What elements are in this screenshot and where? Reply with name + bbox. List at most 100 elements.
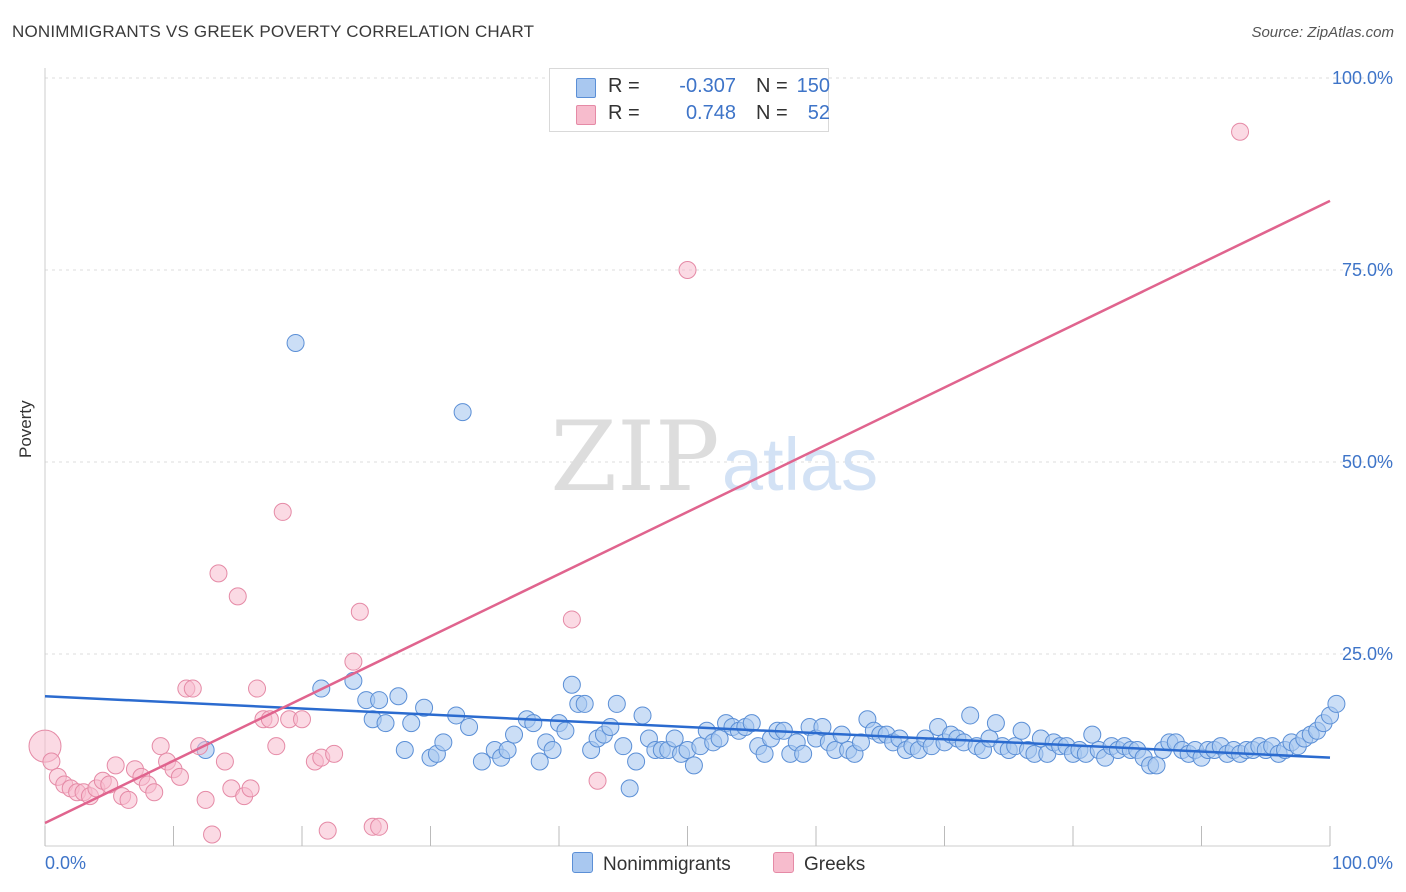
stats-legend: R = -0.307 N = 150 R = 0.748 N = 52 [549,68,830,132]
nonimmigrants-trend-line [44,694,1331,759]
greeks-swatch [576,105,596,125]
nonimmigrants-point [1327,694,1346,713]
nonimmigrants-swatch [576,78,596,98]
greeks-point [248,679,267,698]
r-label: R = [608,75,640,97]
greeks-point [203,825,222,844]
n-value: 52 [807,102,830,124]
nonimmigrants-point [376,714,395,733]
nonimmigrants-point [460,717,479,736]
r-label: R = [608,102,640,124]
bottom-legend-nonimmigrants: Nonimmigrants [572,852,731,876]
nonimmigrants-point [665,729,684,748]
greeks-point [678,261,697,279]
nonimmigrants-points [196,333,1346,798]
greeks-point [183,679,202,698]
n-value: 150 [796,75,830,97]
nonimmigrants-point [562,675,581,694]
nonimmigrants-point [986,714,1005,733]
greeks-point [350,602,369,621]
greeks-legend-swatch [773,852,794,873]
nonimmigrants-legend-swatch [572,852,593,873]
n-label: N = [756,75,788,97]
y-axis-label: Poverty [16,400,35,458]
nonimmigrants-point [1147,756,1166,775]
greeks-point [325,744,344,763]
nonimmigrants-point [755,744,774,763]
nonimmigrants-point [575,694,594,713]
nonimmigrants-point [434,733,453,752]
r-value: -0.307 [679,75,736,97]
nonimmigrants-point [1012,721,1031,740]
greeks-point [293,710,311,729]
nonimmigrants-point [620,779,639,798]
nonimmigrants-point [453,403,472,422]
nonimmigrants-point [389,687,408,706]
nonimmigrants-point [794,744,813,763]
greeks-point [241,779,260,798]
greeks-point [170,767,189,786]
x-tick-label: 100.0% [1332,853,1393,873]
nonimmigrants-point [402,714,421,733]
nonimmigrants-point [961,706,980,725]
source-credit: Source: ZipAtlas.com [1251,24,1394,41]
nonimmigrants-point [530,752,549,771]
grid-lines [45,77,1393,655]
greeks-point [228,587,247,606]
nonimmigrants-point [601,717,620,736]
greeks-point [145,783,164,802]
greeks-point [151,737,170,756]
y-tick-label: 100.0% [1332,68,1393,88]
greeks-point [1231,122,1250,141]
nonimmigrants-point [395,741,414,759]
greeks-point [273,502,292,521]
nonimmigrants-point [607,694,626,713]
nonimmigrants-point [524,714,543,733]
greeks-point [119,790,138,809]
greeks-point [588,771,607,790]
nonimmigrants-point [370,691,389,710]
nonimmigrants-point [1083,725,1102,744]
greeks-legend-label: Greeks [804,854,866,875]
nonimmigrants-point [556,721,575,740]
y-tick-label: 50.0% [1342,452,1393,472]
nonimmigrants-point [633,706,652,725]
greeks-point [209,564,228,583]
nonimmigrants-point [498,741,517,759]
greeks-point [344,652,363,671]
n-label: N = [756,102,788,124]
trend-lines [44,199,1331,825]
greeks-point [42,752,61,771]
nonimmigrants-point [742,714,761,733]
watermark: ZIP atlas [550,401,878,513]
nonimmigrants-point [505,725,524,744]
y-tick-label: 25.0% [1342,644,1393,664]
watermark-atlas: atlas [722,423,878,506]
nonimmigrants-point [851,733,870,752]
tick-labels: 25.0% 50.0% 75.0% 100.0% 0.0% 100.0% [45,68,1393,873]
x-tick-label: 0.0% [45,853,86,873]
nonimmigrants-point [813,717,832,736]
greeks-point [318,821,337,840]
nonimmigrants-point [614,737,633,756]
chart-title: NONIMMIGRANTS VS GREEK POVERTY CORRELATI… [12,22,535,41]
greeks-points [28,122,1250,844]
watermark-zip: ZIP [550,401,719,513]
r-value: 0.748 [685,102,736,124]
axes [44,68,1331,847]
nonimmigrants-point [543,741,562,759]
bottom-legend-greeks: Greeks [773,852,865,876]
nonimmigrants-point [710,729,729,748]
nonimmigrants-point [415,698,434,717]
nonimmigrants-point [472,752,491,771]
greeks-point [196,790,215,809]
greeks-point [106,756,125,775]
greeks-point [215,752,234,771]
nonimmigrants-point [684,756,703,775]
greeks-point [370,817,389,836]
greeks-trend-line [44,199,1331,825]
nonimmigrants-point [286,333,305,352]
greeks-point [562,610,581,629]
greeks-point [267,737,286,756]
